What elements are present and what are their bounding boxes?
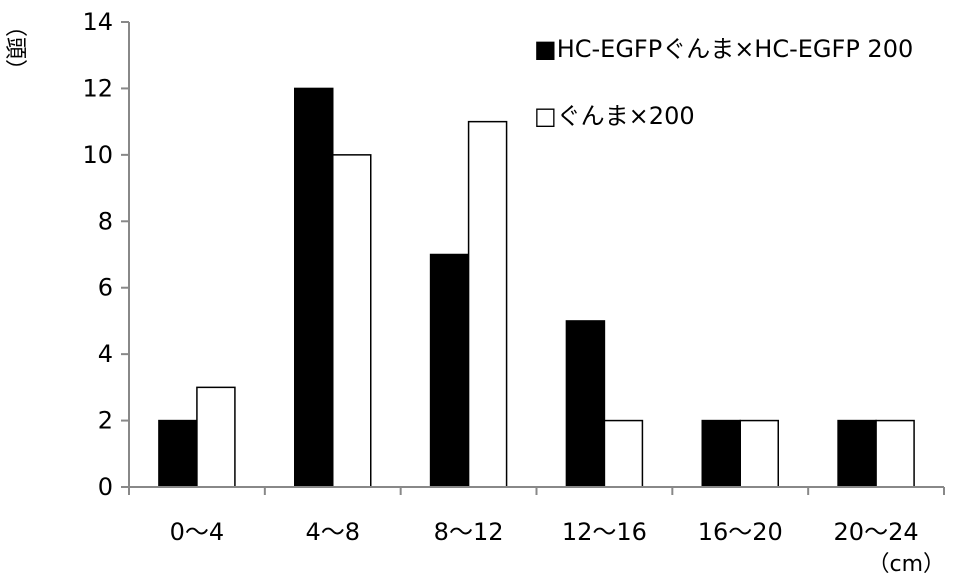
y-tick-label: 4 [98, 340, 113, 368]
bar-series-1 [429, 253, 470, 488]
legend-label-2: ぐんま×200 [557, 102, 695, 130]
legend-item-2: □ぐんま×200 [534, 102, 695, 130]
x-ticks-group: 0～4 4～8 8～12 12～16 16～20 20～24 [128, 487, 945, 546]
legend-marker-filled: ■ [534, 35, 557, 63]
legend-marker-hollow: □ [534, 102, 557, 130]
x-tick-label: 4～8 [305, 518, 360, 546]
y-tick-label: 14 [82, 8, 113, 36]
x-tick-label: 8～12 [434, 518, 504, 546]
bar-series-2 [196, 386, 236, 488]
y-tick-label: 10 [82, 141, 113, 169]
y-tick-label: 6 [98, 274, 113, 302]
y-axis-label: （頭） [2, 15, 27, 81]
bar-series-1 [565, 320, 606, 488]
x-tick-label: 16～20 [698, 518, 783, 546]
x-axis-label: （cm） [867, 552, 945, 577]
legend-label-1: HC-EGFPぐんま×HC-EGFP 200 [557, 35, 914, 63]
bar-series-2 [332, 154, 372, 488]
bar-series-1 [701, 419, 741, 488]
x-tick-label: 12～16 [562, 518, 647, 546]
x-tick-label: 20～24 [834, 518, 919, 546]
x-tick-label: 0～4 [170, 518, 225, 546]
bar-series-2 [739, 419, 779, 488]
bar-series-1 [294, 87, 334, 488]
y-tick-label: 2 [98, 407, 113, 435]
bar-series-1 [837, 419, 877, 488]
bar-series-2 [467, 120, 508, 488]
legend: ■HC-EGFPぐんま×HC-EGFP 200 □ぐんま×200 [534, 35, 913, 130]
y-tick-label: 0 [98, 473, 113, 501]
y-ticks-group: 0 2 4 6 8 10 12 14 [82, 8, 129, 501]
bar-series-2 [603, 419, 644, 488]
bar-series-2 [875, 419, 915, 488]
y-tick-label: 8 [98, 207, 113, 235]
bars-group [158, 87, 915, 488]
bar-series-1 [158, 419, 198, 488]
axes-group [128, 22, 944, 488]
y-tick-label: 12 [82, 74, 113, 102]
legend-item-1: ■HC-EGFPぐんま×HC-EGFP 200 [534, 35, 913, 63]
